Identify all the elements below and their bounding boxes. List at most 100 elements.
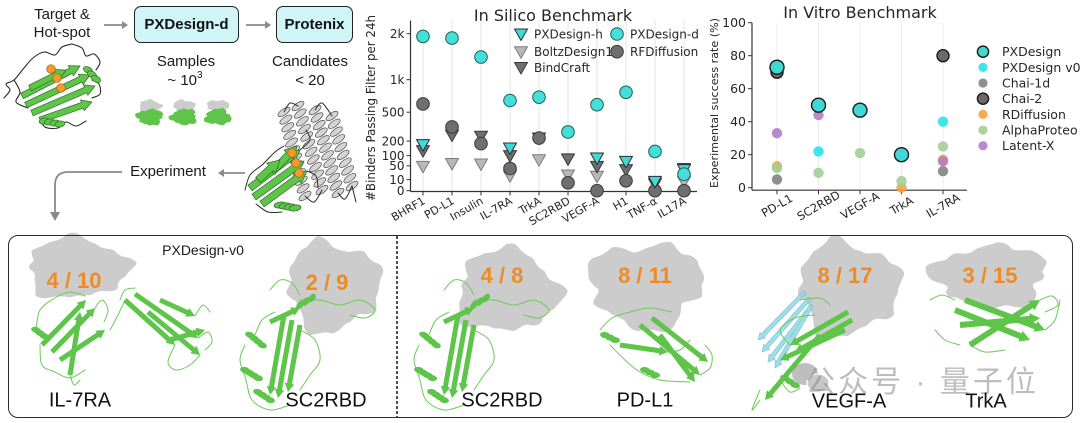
sampled-designs-icons xyxy=(135,98,232,126)
point-pxdesign-vegf-a xyxy=(852,102,868,118)
legend-label-rfdiffusion: RFDiffusion xyxy=(630,45,698,59)
target-surface-pdl1 xyxy=(587,241,705,333)
binder-beta-strand xyxy=(765,333,822,400)
legend-marker-rdiffusion xyxy=(978,109,988,119)
legend-label-chai-2: Chai-2 xyxy=(1002,91,1042,106)
legend-marker-rfdiffusion xyxy=(610,44,624,59)
binder-loop xyxy=(599,307,673,331)
complex-loop xyxy=(337,185,353,200)
binder-beta-strand xyxy=(58,330,105,363)
binder-structure-vegfa xyxy=(751,297,854,411)
target-helix-gray xyxy=(321,150,334,161)
legend-marker-chai-1d xyxy=(978,78,988,88)
candidate-complex-icon xyxy=(244,100,359,214)
hit-fraction-il7ra-v0: 4 / 10 xyxy=(46,268,102,293)
point-pxdesign-d-trka xyxy=(532,90,546,104)
complex-loop xyxy=(244,145,285,191)
in-vitro-y-axis-label: Experimental success rate (%) xyxy=(708,18,721,188)
binder-loop xyxy=(299,329,321,391)
point-alphaproteo-sc2rbd xyxy=(813,167,824,179)
y-tick-label: 40 xyxy=(730,114,746,129)
candidates-label: Candidates xyxy=(272,53,348,70)
point-rfdiffusion-insulin xyxy=(474,136,488,151)
target-loop xyxy=(13,79,29,109)
point-pxdesign-sc2rbd xyxy=(810,97,827,113)
hotspot-residue xyxy=(56,83,66,93)
point-alphaproteo-il-7ra xyxy=(937,141,949,152)
binder-beta-strand xyxy=(458,324,477,392)
point-latent-x-pd-l1 xyxy=(771,128,783,139)
point-pxdesign-h-vegf-a xyxy=(590,152,604,165)
target-helix-gray xyxy=(327,118,341,129)
legend-marker-pxdesign-d xyxy=(610,27,624,41)
target-helix-gray xyxy=(336,149,350,161)
binder-helix xyxy=(431,341,441,349)
target-helix-gray xyxy=(311,169,324,180)
binder-beta-strand xyxy=(448,319,469,398)
legend-marker-boltzdesign1 xyxy=(514,46,528,59)
binder-beta-strand xyxy=(268,307,300,325)
binder-beta-strand xyxy=(284,324,303,392)
point-boltzdesign1-pd-l1 xyxy=(445,158,459,171)
legend-label-chai-1d: Chai-1d xyxy=(1002,76,1050,91)
binder-loop xyxy=(1039,295,1059,313)
pxdesign-d-step-label: PXDesign-d xyxy=(144,16,229,33)
binder-helix xyxy=(790,381,800,389)
complex-loop xyxy=(314,102,333,117)
hit-fraction-pdl1: 8 / 11 xyxy=(618,263,672,288)
point-pxdesign-d-tnf xyxy=(648,144,662,159)
target-surface-il7ra-v0 xyxy=(28,232,137,299)
target-helix-gray xyxy=(325,165,339,176)
target-helix-gray xyxy=(343,173,357,184)
legend-marker-chai-2 xyxy=(976,92,990,106)
samples-label: Samples xyxy=(156,53,216,70)
binder-beta-strand xyxy=(963,297,1045,332)
target-label-line2: Hot-spot xyxy=(33,24,91,41)
legend-label-pxdesign: PXDesign xyxy=(1002,44,1061,59)
target-helix-gray xyxy=(296,183,310,194)
point-latent-x-il-7ra xyxy=(937,156,949,167)
target-name-pdl1: PD-L1 xyxy=(616,389,674,412)
binder-beta-strand xyxy=(274,319,295,398)
complex-loop xyxy=(255,203,283,214)
point-alphaproteo-pd-l1 xyxy=(771,162,783,174)
point-pxdesign-h-bhrf1 xyxy=(416,139,430,152)
binder-loop xyxy=(779,314,816,346)
complex-loop xyxy=(304,189,323,203)
complex-loop xyxy=(283,102,299,113)
protenix-step-box: Protenix xyxy=(276,6,353,43)
binder-loop xyxy=(299,299,376,319)
point-rfdiffusion-il-7ra xyxy=(503,161,517,176)
binder-loop xyxy=(428,311,450,336)
target-helix-gray xyxy=(317,135,330,146)
binder-helix xyxy=(253,374,263,382)
point-pxdesign-trka xyxy=(893,146,910,163)
point-rfdiffusion-h1 xyxy=(619,173,633,188)
binder-loop xyxy=(473,329,495,391)
binder-helix xyxy=(439,396,449,404)
point-pxdesign-v0-sc2rbd xyxy=(813,146,824,157)
x-tick-label-il-7ra: IL-7RA xyxy=(924,190,963,220)
binder-beta-strand xyxy=(67,312,84,376)
binder-helix xyxy=(427,374,437,382)
point-pxdesign-d-pd-l1 xyxy=(445,31,459,45)
point-chai-1d-pd-l1 xyxy=(771,174,783,185)
target-helix-gray xyxy=(279,114,293,125)
sample-binder-surface xyxy=(135,108,164,126)
target-name-sc2rbd-v0: SC2RBD xyxy=(285,389,367,412)
binder-helix xyxy=(650,371,660,379)
target-helix-gray xyxy=(304,146,318,157)
binder-beta-strand xyxy=(159,297,195,317)
legend-label-pxdesign-v0: PXDesign v0 xyxy=(1002,60,1080,75)
hit-fraction-vegfa: 8 / 17 xyxy=(817,263,873,288)
binder-loop xyxy=(473,299,550,319)
target-name-vegfa: VEGF-A xyxy=(811,390,887,413)
legend-label-pxdesign-h: PXDesign-h xyxy=(534,27,603,41)
y-tick-label: 20 xyxy=(730,147,746,162)
hotspot-residue xyxy=(287,148,297,158)
binder-structure-sc2rbd xyxy=(413,279,550,411)
binder-beta-strand xyxy=(50,308,95,354)
binder-structure-trka xyxy=(929,294,1061,353)
y-tick-label: 2k xyxy=(390,27,405,41)
